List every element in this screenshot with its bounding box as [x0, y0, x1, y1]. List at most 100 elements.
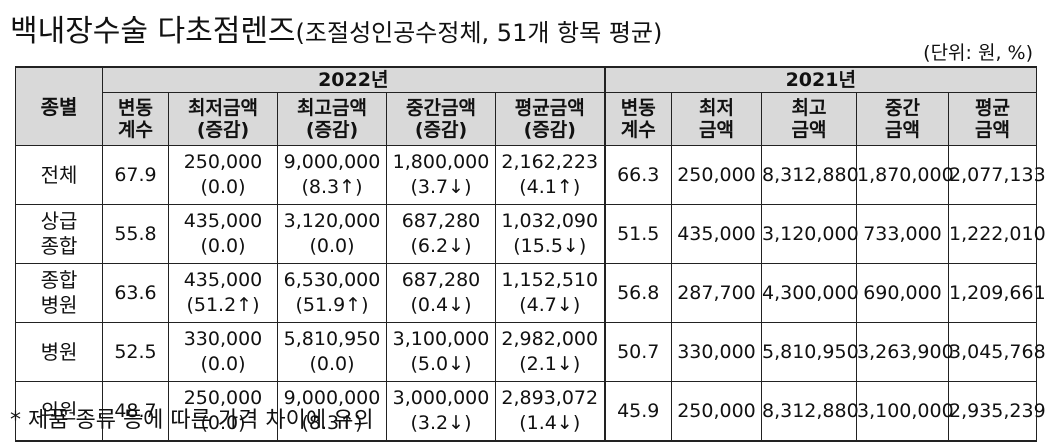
cell-line: (4.7↓) [519, 294, 581, 316]
value-2021: 3,100,000 [856, 381, 954, 442]
cell-line: 6,530,000 [283, 269, 381, 291]
cell-line: (0.4↓) [410, 294, 472, 316]
cell-line: 종합 [40, 268, 78, 292]
header-line: 금액 [975, 119, 1010, 141]
cell-line: 687,280 [401, 269, 481, 291]
value-2022: 6,530,000 (51.9↑) [277, 263, 387, 323]
cell-line: 1,152,510 [501, 269, 599, 291]
row-category: 의원 [15, 381, 103, 442]
cell-line: 병원 [40, 293, 78, 317]
header-line: (증감) [196, 119, 250, 141]
cell-line: 5,810,950 [283, 328, 381, 350]
table-row: 상급 종합 55.8 435,000 (0.0) 3,120,000 (0.0) 687,28… [15, 204, 1046, 264]
value-2021: 733,000 [856, 204, 949, 264]
value-2021: 690,000 [856, 263, 949, 323]
value-2021: 330,000 [671, 322, 762, 382]
cell-line: (1.4↓) [519, 412, 581, 434]
value-2022: 435,000 (51.2↑) [168, 263, 278, 323]
value-2021: 1,222,010 [948, 204, 1046, 264]
cell-line: 상급 [40, 209, 78, 233]
value-2022: 687,280 (6.2↓) [386, 204, 496, 264]
cell-line: 2,982,000 [501, 328, 599, 350]
cv-2021: 45.9 [603, 381, 672, 442]
cv-2022: 48.7 [102, 381, 169, 442]
header-median-2021: 중간 금액 [856, 92, 949, 146]
cell-line: 병원 [40, 339, 78, 364]
cell-line: 9,000,000 [283, 387, 381, 409]
cell-line: 의원 [40, 398, 78, 423]
header-mean-2021: 평균 금액 [948, 92, 1037, 146]
header-line: 변동 [118, 97, 153, 119]
cell-line: (0.0) [200, 412, 246, 434]
cell-line: 9,000,000 [283, 151, 381, 173]
header-max-2021: 최고 금액 [761, 92, 857, 146]
cell-line: 종합 [40, 234, 78, 258]
cell-line: 2,162,223 [501, 151, 599, 173]
cv-2021: 50.7 [603, 322, 672, 382]
value-2022: 1,152,510 (4.7↓) [495, 263, 605, 323]
header-line: (증감) [414, 119, 468, 141]
cell-line: 3,000,000 [392, 387, 490, 409]
value-2022: 3,100,000 (5.0↓) [386, 322, 496, 382]
header-line: 금액 [885, 119, 920, 141]
value-2022: 687,280 (0.4↓) [386, 263, 496, 323]
row-category: 전체 [15, 145, 103, 205]
cell-line: 687,280 [401, 210, 481, 232]
value-2022: 330,000 (0.0) [168, 322, 278, 382]
cv-2021: 56.8 [603, 263, 672, 323]
header-year-2022: 2022년 [102, 66, 605, 93]
value-2022: 2,162,223 (4.1↑) [495, 145, 605, 205]
header-max-2022: 최고금액 (증감) [277, 92, 387, 146]
page-title: 백내장수술 다초점렌즈(조절성인공수정체, 51개 항목 평균) [10, 6, 662, 50]
cell-line: (0.0) [309, 235, 355, 257]
value-2021: 3,263,900 [856, 322, 954, 382]
value-2022: 3,120,000 (0.0) [277, 204, 387, 264]
header-min-2022: 최저금액 (증감) [168, 92, 278, 146]
value-2021: 2,935,239 [948, 381, 1046, 442]
header-line: (증감) [305, 119, 359, 141]
header-line: 금액 [699, 119, 734, 141]
cell-line: (0.0) [200, 235, 246, 257]
title-main: 백내장수술 다초점렌즈 [10, 14, 296, 49]
header-line: (증감) [523, 119, 576, 141]
header-line: 금액 [791, 119, 827, 141]
cell-line: (5.0↓) [410, 353, 472, 375]
cell-line: (2.1↓) [519, 353, 581, 375]
footnote: * 제품 종류 등에 따른 가격 차이에 유의 [10, 408, 374, 433]
cell-line: (0.0) [309, 353, 355, 375]
value-2021: 3,045,768 [948, 322, 1046, 382]
value-2021: 2,077,133 [948, 145, 1046, 205]
cv-2021: 51.5 [603, 204, 672, 264]
value-2021: 250,000 [671, 145, 762, 205]
value-2021: 1,870,000 [856, 145, 954, 205]
header-line: 최저 [699, 97, 734, 119]
cv-2022: 63.6 [102, 263, 169, 323]
cell-line: 3,120,000 [283, 210, 381, 232]
row-category: 종합 병원 [15, 263, 103, 323]
value-2021: 250,000 [671, 381, 762, 442]
table-row: 전체 67.9 250,000 (0.0) 9,000,000 (8.3↑) 1,800,0… [15, 145, 1046, 205]
table-row: 종합 병원 63.6 435,000 (51.2↑) 6,530,000 (51.9↑) 68… [15, 263, 1046, 323]
cell-line: (4.1↑) [519, 176, 581, 198]
header-mean-2022: 평균금액 (증감) [495, 92, 605, 146]
value-2022: 2,982,000 (2.1↓) [495, 322, 605, 382]
value-2022: 5,810,950 (0.0) [277, 322, 387, 382]
cell-line: 435,000 [183, 210, 263, 232]
value-2022: 435,000 (0.0) [168, 204, 278, 264]
header-line: 변동 [620, 97, 656, 119]
value-2022: 2,893,072 (1.4↓) [495, 381, 605, 442]
header-line: 평균 [975, 97, 1010, 119]
title-sub: (조절성인공수정체, 51개 항목 평균) [295, 19, 663, 47]
value-2021: 287,700 [671, 263, 762, 323]
cell-line: (51.2↑) [186, 294, 260, 316]
header-line: 중간금액 [406, 97, 476, 119]
value-2021: 5,810,950 [761, 322, 859, 382]
cell-line: 250,000 [183, 151, 263, 173]
cell-line: 250,000 [183, 387, 263, 409]
header-cv-2021: 변동 계수 [603, 92, 672, 146]
cell-line: (8.3↑) [301, 176, 363, 198]
cell-line: (51.9↑) [295, 294, 369, 316]
cell-line: 3,100,000 [392, 328, 490, 350]
value-2022: 9,000,000 (8.3↑) [277, 381, 387, 442]
header-line: 평균금액 [514, 97, 585, 119]
